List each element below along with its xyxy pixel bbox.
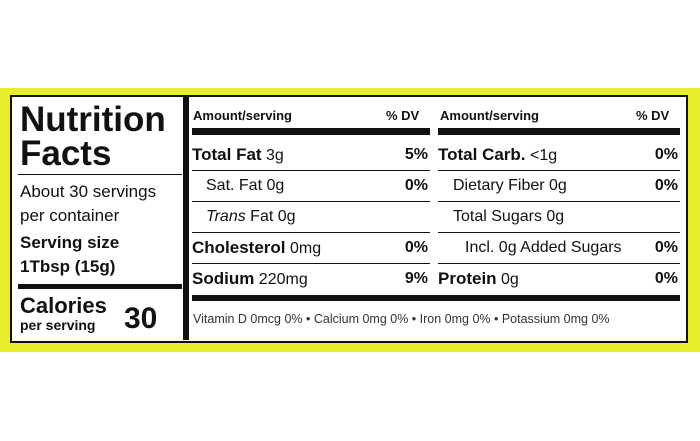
nutrient-dv: 0% (404, 177, 428, 194)
nutrient-row: Incl. 0g Added Sugars 0% (438, 233, 680, 264)
nutrient-dv: 0% (654, 270, 678, 287)
nutrient-amount: 0g (277, 208, 296, 225)
nutrient-amount: 0g (546, 208, 565, 225)
column-header: Amount/serving (193, 108, 292, 123)
rule (192, 128, 430, 135)
nutrient-amount: 0mg (289, 240, 322, 257)
calories-value: 30 (124, 302, 158, 335)
nutrient-name: Total Fat (192, 145, 262, 164)
divider (183, 96, 189, 340)
nutrient-row: Sodium 220mg 9% (192, 264, 430, 294)
rule (18, 284, 182, 289)
nutrient-name: Incl. 0g Added Sugars (465, 239, 622, 256)
nutrient-amount: 0g (549, 177, 567, 194)
serving-size-label: Serving size (20, 233, 120, 252)
nutrient-amount: 0g (266, 177, 285, 194)
nutrient-name: Total Carb. (438, 145, 526, 164)
nutrient-dv: 5% (404, 146, 428, 163)
nutrient-name: Trans (206, 208, 246, 225)
nutrient-amount: 3g (266, 147, 284, 164)
nutrient-dv: 0% (654, 177, 678, 194)
nutrient-amount: 220mg (258, 271, 308, 288)
rule (192, 295, 680, 301)
nutrient-dv: 0% (654, 239, 678, 256)
nutrient-amount: 0g (501, 271, 519, 288)
column-header: % DV (636, 108, 670, 123)
nutrient-name: Sodium (192, 269, 255, 288)
footnote: Vitamin D 0mcg 0% • Calcium 0mg 0% • Iro… (193, 312, 610, 326)
rule (438, 128, 680, 135)
column-header: % DV (386, 108, 420, 123)
nutrient-name: Fat (250, 208, 274, 225)
nutrient-row: Total Carb. <1g 0% (438, 140, 680, 171)
nutrient-row: Total Sugars 0g (438, 202, 680, 233)
calories-sublabel: per serving (20, 317, 96, 333)
nutrient-dv: 0% (654, 146, 678, 163)
label-box (10, 95, 688, 343)
nutrient-row: Cholesterol 0mg 0% (192, 233, 430, 264)
nutrient-name: Sat. Fat (206, 177, 263, 194)
title: Nutrition (20, 100, 166, 139)
calories-label: Calories (20, 293, 107, 318)
servings-text: About 30 servings (20, 182, 157, 201)
nutrient-row: Sat. Fat 0g 0% (192, 171, 430, 202)
nutrient-dv: 0% (404, 239, 428, 256)
rule (18, 174, 182, 175)
nutrient-amount: <1g (529, 147, 558, 164)
serving-size-value: 1Tbsp (15g) (20, 257, 116, 276)
nutrient-name: Total Sugars (453, 208, 542, 225)
nutrient-name: Cholesterol (192, 238, 286, 257)
nutrient-name: Protein (438, 269, 497, 288)
nutrient-row: Dietary Fiber 0g 0% (438, 171, 680, 202)
servings-text: per container (20, 206, 120, 225)
nutrient-row: Trans Fat 0g (192, 202, 430, 233)
nutrient-name: Dietary Fiber (453, 177, 545, 194)
nutrient-dv: 9% (404, 270, 428, 287)
nutrient-row: Protein 0g 0% (438, 264, 680, 294)
title: Facts (20, 134, 112, 173)
column-header: Amount/serving (440, 108, 539, 123)
nutrient-row: Total Fat 3g 5% (192, 140, 430, 171)
